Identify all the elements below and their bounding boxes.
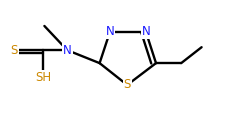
Text: N: N: [142, 25, 150, 38]
Text: S: S: [11, 44, 18, 57]
Text: S: S: [124, 78, 131, 91]
Text: N: N: [106, 25, 114, 38]
Text: N: N: [63, 44, 72, 57]
Text: SH: SH: [35, 71, 51, 84]
